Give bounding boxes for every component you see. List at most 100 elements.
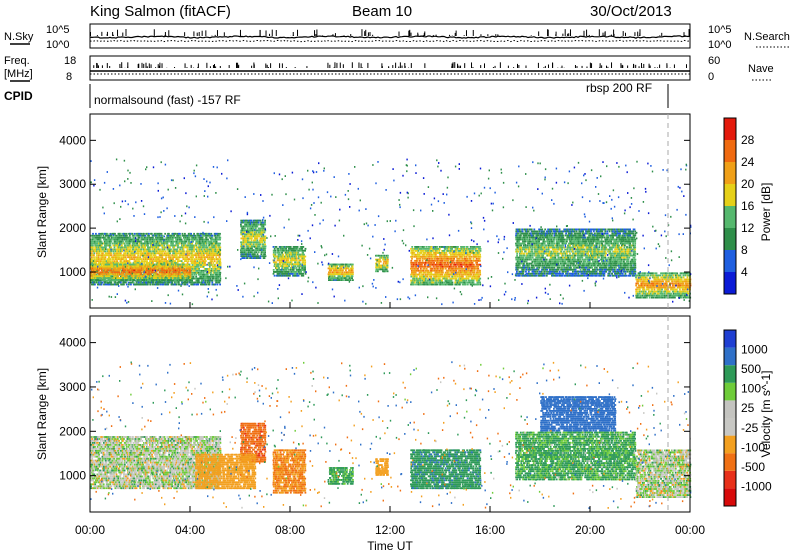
range-gate-cell-0 — [170, 258, 172, 260]
freq-tick-top: 18 — [64, 55, 76, 67]
range-gate-cell-6 — [410, 248, 412, 250]
range-gate-cell-0 — [218, 264, 221, 266]
range-gate-cell-0 — [151, 240, 154, 243]
range-gate-cell-0 — [183, 244, 185, 247]
range-gate-cell-0 — [195, 283, 198, 286]
range-gate-cell-2 — [242, 227, 244, 230]
range-gate-cell-0 — [141, 273, 144, 276]
range-gate-cell-0 — [181, 244, 184, 247]
range-gate-cell-0 — [187, 244, 190, 247]
range-gate-cell-0 — [95, 256, 98, 259]
range-gate-cell-0 — [134, 256, 137, 259]
range-gate-cell-1 — [93, 265, 95, 268]
range-gate-cell-0 — [216, 271, 219, 274]
range-gate-cell-0 — [190, 258, 192, 260]
range-gate-cell-0 — [190, 252, 193, 255]
range-gate-cell-0 — [132, 254, 135, 257]
range-gate-cell-0 — [217, 242, 219, 245]
range-gate-cell-3 — [277, 247, 280, 250]
range-gate-cell-0 — [172, 244, 174, 247]
range-gate-cell-0 — [125, 283, 128, 286]
range-gate-cell-3 — [281, 265, 284, 267]
range-gate-cell-0 — [133, 244, 136, 247]
range-gate-cell-3 — [303, 253, 305, 256]
range-gate-cell-5 — [382, 266, 384, 269]
range-gate-cell-0 — [123, 252, 125, 255]
range-gate-cell-0 — [203, 242, 206, 245]
range-gate-cell-3 — [287, 253, 289, 256]
range-gate-cell-0 — [199, 283, 202, 286]
range-gate-cell-0 — [117, 256, 120, 259]
range-gate-cell-0 — [208, 262, 211, 264]
range-gate-cell-2 — [261, 221, 264, 224]
range-gate-cell-0 — [219, 277, 222, 280]
range-gate-cell-0 — [120, 256, 123, 259]
range-gate-cell-0 — [213, 269, 216, 272]
range-gate-cell-0 — [142, 250, 145, 253]
range-gate-cell-2 — [251, 251, 254, 254]
range-gate-cell-5 — [379, 264, 382, 267]
range-gate-cell-0 — [124, 248, 127, 251]
range-gate-cell-1 — [189, 269, 192, 272]
range-gate-cell-0 — [195, 258, 198, 260]
range-gate-cell-3 — [301, 249, 304, 252]
range-gate-cell-0 — [201, 254, 203, 257]
range-gate-cell-0 — [164, 260, 166, 262]
range-gate-cell-0 — [91, 254, 94, 257]
range-gate-cell-0 — [100, 246, 103, 249]
range-gate-cell-0 — [126, 242, 128, 245]
range-gate-cell-0 — [194, 234, 196, 237]
range-gate-cell-2 — [250, 219, 253, 222]
range-gate-cell-0 — [97, 252, 99, 255]
range-gate-cell-0 — [211, 234, 214, 237]
range-gate-cell-1 — [108, 263, 111, 266]
range-gate-cell-1 — [133, 263, 136, 266]
range-gate-cell-0 — [155, 258, 158, 260]
range-gate-cell-0 — [210, 264, 213, 266]
range-gate-cell-0 — [184, 232, 186, 235]
range-gate-cell-0 — [150, 256, 153, 259]
range-gate-cell-1 — [107, 277, 110, 279]
range-gate-cell-0 — [101, 281, 104, 284]
range-gate-cell-0 — [174, 244, 176, 247]
range-gate-cell-0 — [104, 236, 107, 239]
range-gate-cell-0 — [116, 252, 119, 255]
range-gate-cell-3 — [301, 247, 304, 250]
range-gate-cell-0 — [154, 250, 157, 253]
range-gate-cell-0 — [148, 246, 150, 249]
range-gate-cell-0 — [137, 281, 140, 284]
range-gate-cell-0 — [204, 258, 206, 260]
range-gate-cell-4 — [347, 263, 349, 266]
range-gate-cell-0 — [132, 246, 135, 249]
range-gate-cell-3 — [300, 271, 302, 273]
range-gate-cell-3 — [285, 269, 288, 271]
range-gate-cell-0 — [132, 283, 135, 286]
range-gate-cell-0 — [128, 283, 130, 286]
range-gate-cell-0 — [104, 254, 107, 257]
range-gate-cell-4 — [341, 271, 344, 274]
range-gate-cell-3 — [304, 265, 306, 267]
range-gate-cell-0 — [197, 271, 200, 274]
range-gate-cell-0 — [108, 244, 111, 247]
range-gate-cell-1 — [133, 265, 136, 268]
range-gate-cell-0 — [153, 234, 156, 237]
range-gate-cell-2 — [247, 239, 250, 242]
range-gate-cell-0 — [123, 242, 126, 245]
range-gate-cell-0 — [201, 264, 204, 266]
range-gate-cell-0 — [201, 281, 204, 284]
range-gate-cell-0 — [116, 250, 118, 253]
range-gate-cell-0 — [131, 240, 134, 243]
range-gate-cell-0 — [95, 281, 98, 284]
range-gate-cell-1 — [115, 279, 117, 281]
range-gate-cell-4 — [328, 265, 331, 268]
range-gate-cell-0 — [160, 281, 163, 284]
range-gate-cell-0 — [116, 238, 119, 241]
range-gate-cell-0 — [190, 238, 193, 241]
range-gate-cell-0 — [124, 254, 126, 257]
range-gate-cell-0 — [104, 232, 107, 235]
range-gate-cell-0 — [204, 279, 207, 282]
range-gate-cell-0 — [144, 234, 147, 237]
range-gate-cell-6 — [415, 261, 418, 264]
range-gate-cell-0 — [219, 246, 222, 249]
range-gate-cell-1 — [107, 273, 110, 276]
